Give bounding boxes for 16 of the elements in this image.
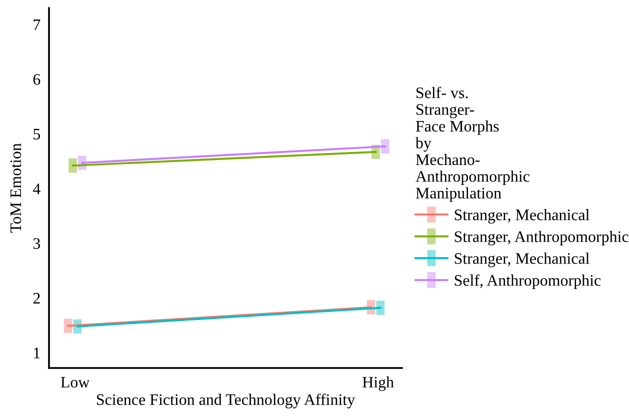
legend-label: Stranger, Mechanical [454, 209, 590, 224]
x-tick-label: Low [60, 376, 90, 388]
legend-label: Self, Anthropomorphic [454, 274, 601, 290]
legend-title: Self- vs. Stranger- Face Morphs by Mechano- Anthropomorphic Manipulation [415, 86, 530, 202]
legend-label: Stranger, Mechanical [454, 252, 590, 268]
y-tick-label: 4 [32, 184, 40, 194]
y-tick-label: 5 [34, 128, 40, 140]
x-axis-title: Science Fiction and Technology Affinity [96, 394, 356, 408]
y-tick-label: 1 [34, 348, 40, 358]
x-tick-label: High [362, 376, 394, 391]
y-tick-label: 2 [33, 292, 40, 304]
legend-label: Stranger, Anthropomorphic [454, 230, 628, 246]
y-axis-title: ToM Emotion [10, 143, 22, 233]
y-tick-label: 7 [34, 19, 40, 30]
y-tick-label: 3 [33, 238, 40, 249]
y-tick-label: 6 [33, 74, 40, 85]
